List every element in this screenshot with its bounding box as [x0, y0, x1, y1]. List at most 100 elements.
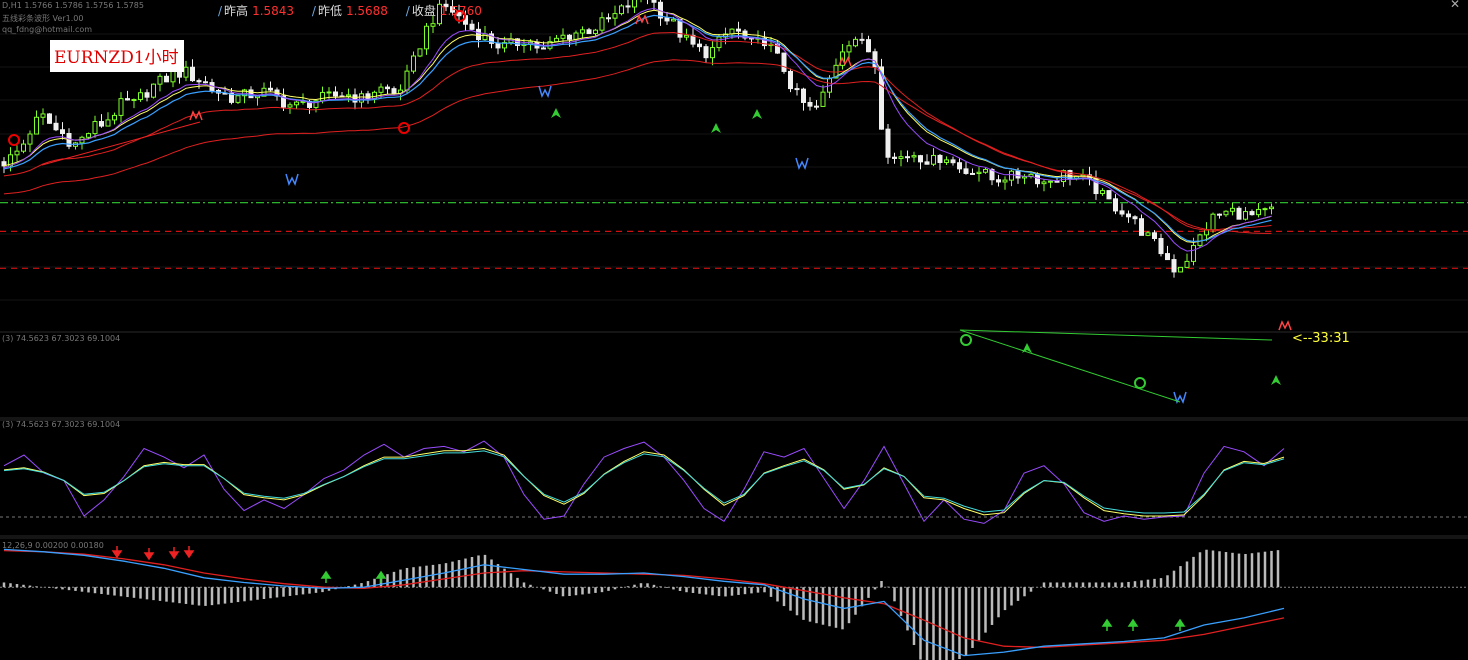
candle-body: [1041, 181, 1047, 185]
candle-body: [1236, 207, 1242, 220]
signal-circle-icon: [960, 334, 972, 346]
candle-body: [736, 28, 741, 32]
candle-body: [684, 34, 689, 38]
candle-body: [820, 91, 826, 107]
candle-body: [918, 155, 923, 163]
candle-body: [606, 17, 611, 20]
candle-body: [235, 95, 241, 103]
candle-body: [1145, 232, 1151, 236]
candle-body: [326, 91, 332, 94]
candle-body: [1139, 218, 1144, 236]
candle-body: [196, 80, 202, 83]
candle-body: [1223, 210, 1229, 216]
candle-body: [1262, 208, 1268, 211]
trendline-red: [41, 121, 201, 166]
candle-body: [183, 66, 189, 78]
candle-body: [40, 113, 46, 118]
candle-body: [229, 92, 234, 103]
candle-body: [814, 105, 819, 108]
candle-body: [437, 3, 442, 25]
candle-body: [99, 121, 104, 127]
candle-body: [963, 168, 969, 174]
candle-body: [112, 114, 117, 121]
candle-body: [1002, 179, 1008, 183]
candle-body: [151, 83, 156, 98]
trendline-green: [959, 329, 1181, 403]
candle-body: [872, 51, 878, 68]
signal-circle-icon: [1134, 377, 1146, 389]
candle-body: [411, 55, 416, 72]
candle-body: [118, 98, 124, 116]
candle-body: [924, 161, 930, 165]
fractal-up-icon: [635, 14, 649, 25]
candle-body: [489, 33, 494, 44]
candle-body: [1152, 232, 1157, 240]
candle-body: [294, 101, 299, 106]
candle-body: [957, 162, 962, 170]
candle-body: [53, 122, 59, 131]
candle-body: [846, 45, 852, 53]
candle-body: [1100, 190, 1105, 195]
signal-circle-icon: [8, 134, 20, 146]
candle-body: [703, 46, 709, 59]
candle-body: [1191, 244, 1196, 262]
candle-body: [1022, 176, 1027, 179]
candle-body: [651, 0, 657, 3]
candle-body: [866, 39, 871, 53]
candle-body: [125, 98, 130, 101]
candle-body: [989, 168, 995, 181]
close-icon[interactable]: ✕: [1449, 0, 1460, 11]
candle-body: [287, 104, 293, 108]
prev-low-value: 1.5688: [345, 4, 388, 18]
candle-body: [976, 171, 982, 174]
candle-body: [1217, 213, 1222, 216]
signal-circle-icon: [454, 10, 466, 22]
candle-body: [476, 28, 481, 41]
prev-high-label: 昨高: [224, 4, 249, 18]
candle-body: [950, 159, 956, 164]
candle-body: [1171, 259, 1177, 273]
candle-body: [807, 101, 813, 107]
ema-red-upper: [3, 31, 1272, 231]
bar-countdown: <--33:31: [1292, 331, 1350, 346]
candle-body: [170, 70, 176, 83]
candle-body: [359, 93, 364, 103]
candle-body: [1054, 180, 1060, 183]
macd-sell-arrow-icon: [143, 548, 155, 561]
candle-body: [378, 86, 384, 93]
candle-body: [320, 91, 325, 102]
prev-high-value: 1.5843: [252, 4, 295, 18]
daily-stats: / 昨高 1.5843 /昨低 1.5688 /收盘 1.5760: [218, 4, 482, 18]
candle-body: [456, 11, 462, 17]
candle-body: [203, 81, 208, 84]
candle-body: [898, 156, 904, 159]
stoch-k-line: [3, 440, 1285, 524]
candle-body: [697, 43, 702, 48]
candle-body: [853, 38, 858, 47]
candle-body: [885, 128, 891, 158]
candle-body: [801, 88, 806, 103]
macd-divergence-arrow-icon: [320, 570, 332, 583]
candle-body: [580, 29, 585, 34]
candle-body: [710, 47, 715, 59]
macd-signal-line: [3, 549, 1285, 649]
candle-body: [619, 5, 624, 15]
fractal-down-icon: [1173, 391, 1187, 405]
candle-body: [1015, 170, 1021, 179]
candle-body: [554, 37, 559, 43]
prev-close-label: 收盘: [411, 4, 436, 18]
sub-panel-1-label: (3) 74.5623 67.3023 69.1004: [2, 334, 121, 343]
candle-body: [60, 129, 65, 134]
trendline-green-2: [959, 329, 1273, 341]
candle-body: [138, 92, 143, 101]
candle-body: [879, 66, 884, 130]
candle-body: [1256, 208, 1261, 216]
candle-body: [105, 119, 111, 127]
macd-divergence-arrow-icon: [375, 570, 387, 583]
candle-body: [86, 133, 91, 138]
macd-main-line: [3, 548, 1285, 657]
candle-body: [385, 86, 390, 90]
candle-body: [424, 25, 429, 50]
ema-red-lower: [3, 59, 1272, 234]
